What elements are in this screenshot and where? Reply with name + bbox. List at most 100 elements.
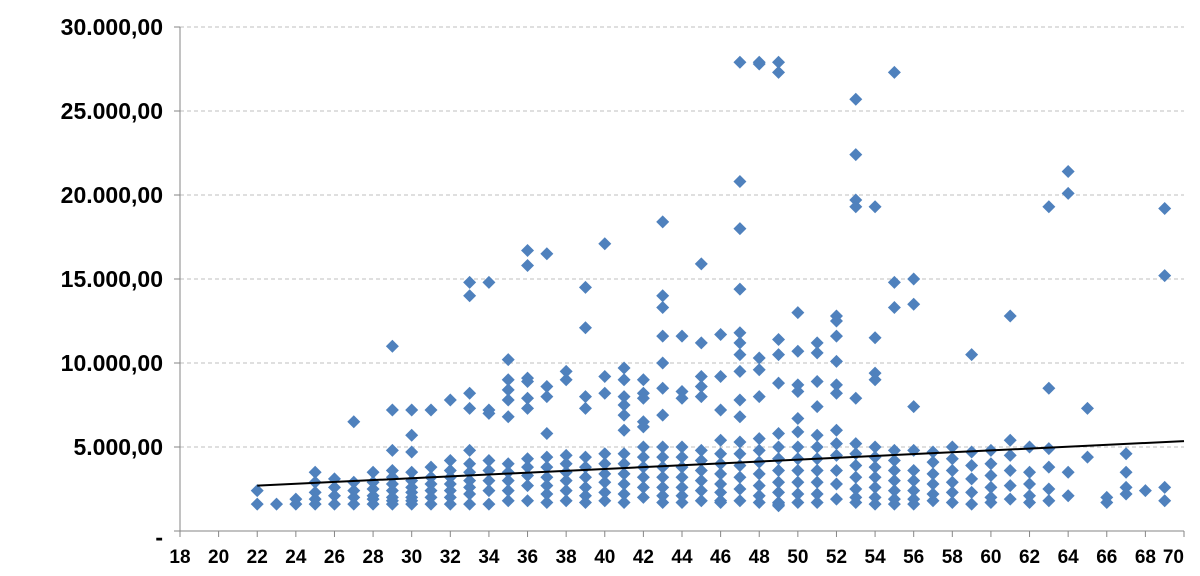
data-point [849, 148, 863, 162]
x-tick-label: 64 [1058, 547, 1080, 568]
data-point [791, 306, 805, 320]
data-point [289, 497, 303, 511]
data-point [791, 344, 805, 358]
x-tick-label: 40 [594, 547, 615, 568]
data-point [714, 447, 728, 461]
data-point [791, 385, 805, 399]
data-point [926, 477, 940, 491]
data-point [578, 321, 592, 335]
data-point [1138, 484, 1152, 498]
data-point [810, 374, 824, 388]
x-tick-label: 44 [671, 547, 693, 568]
data-point [714, 327, 728, 341]
data-point [1158, 480, 1172, 494]
data-point [1100, 495, 1114, 509]
data-point [482, 453, 496, 467]
data-point [675, 329, 689, 343]
y-tick-label: 30.000,00 [61, 14, 163, 40]
data-point [521, 460, 535, 474]
data-point [578, 280, 592, 294]
data-point [443, 484, 457, 498]
data-point [598, 237, 612, 251]
data-point [849, 200, 863, 214]
data-point [521, 243, 535, 257]
data-point [636, 420, 650, 434]
x-tick-label: 46 [710, 547, 731, 568]
data-point [791, 495, 805, 509]
data-point [1158, 201, 1172, 215]
data-point [984, 480, 998, 494]
data-point [308, 497, 322, 511]
data-point [366, 465, 380, 479]
data-point [772, 440, 786, 454]
x-tick-label: 20 [208, 547, 229, 568]
data-point [1119, 480, 1133, 494]
data-point [675, 460, 689, 474]
x-tick-label: 68 [1135, 547, 1156, 568]
data-point [598, 494, 612, 508]
data-point [347, 484, 361, 498]
data-point [540, 247, 554, 261]
data-point [733, 348, 747, 362]
data-point [810, 428, 824, 442]
data-point [965, 485, 979, 499]
data-point [559, 494, 573, 508]
data-point [656, 356, 670, 370]
data-point [675, 470, 689, 484]
data-point [598, 447, 612, 461]
data-point [772, 332, 786, 346]
data-point [1042, 460, 1056, 474]
data-point [733, 55, 747, 69]
data-point [463, 487, 477, 501]
data-point [714, 403, 728, 417]
data-point [1023, 477, 1037, 491]
data-point [887, 464, 901, 478]
data-point [385, 484, 399, 498]
data-point [733, 482, 747, 496]
data-point [1061, 489, 1075, 503]
data-point [540, 427, 554, 441]
data-point [1042, 200, 1056, 214]
data-point [1023, 495, 1037, 509]
data-point [443, 464, 457, 478]
data-point [656, 215, 670, 229]
data-point [308, 465, 322, 479]
x-tick-label: 18 [169, 547, 190, 568]
x-tick-label: 24 [285, 547, 307, 568]
data-point [984, 495, 998, 509]
data-point [675, 495, 689, 509]
data-point [791, 411, 805, 425]
data-point [1003, 433, 1017, 447]
data-point [385, 464, 399, 478]
data-point [1042, 381, 1056, 395]
x-tick-label: 50 [787, 547, 808, 568]
data-point [636, 373, 650, 387]
data-point [752, 489, 766, 503]
data-point [926, 445, 940, 459]
data-point [694, 494, 708, 508]
data-point [463, 275, 477, 289]
data-point [559, 364, 573, 378]
data-point [540, 479, 554, 493]
data-point [887, 484, 901, 498]
data-point [772, 376, 786, 390]
data-point [772, 499, 786, 513]
data-point [521, 391, 535, 405]
data-point [405, 497, 419, 511]
data-point [1003, 492, 1017, 506]
data-point [1158, 494, 1172, 508]
data-point [578, 390, 592, 404]
x-tick-label: 28 [363, 547, 384, 568]
data-point [1080, 450, 1094, 464]
data-point [636, 450, 650, 464]
data-point [617, 447, 631, 461]
x-tick-label: 66 [1096, 547, 1117, 568]
x-tick-label: 32 [440, 547, 461, 568]
data-point [694, 380, 708, 394]
x-tick-label: 22 [247, 547, 268, 568]
data-point [810, 495, 824, 509]
data-point [829, 423, 843, 437]
data-point [714, 433, 728, 447]
data-point [868, 460, 882, 474]
